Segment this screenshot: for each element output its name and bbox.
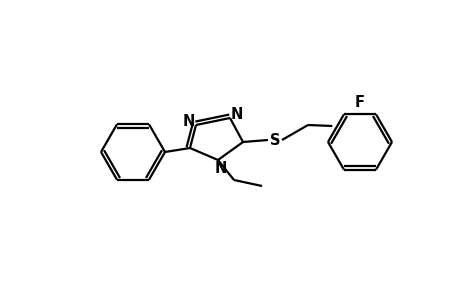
Text: S: S [269, 133, 280, 148]
Text: N: N [214, 160, 227, 175]
Text: N: N [182, 113, 195, 128]
Text: F: F [354, 94, 364, 110]
Text: N: N [230, 106, 243, 122]
